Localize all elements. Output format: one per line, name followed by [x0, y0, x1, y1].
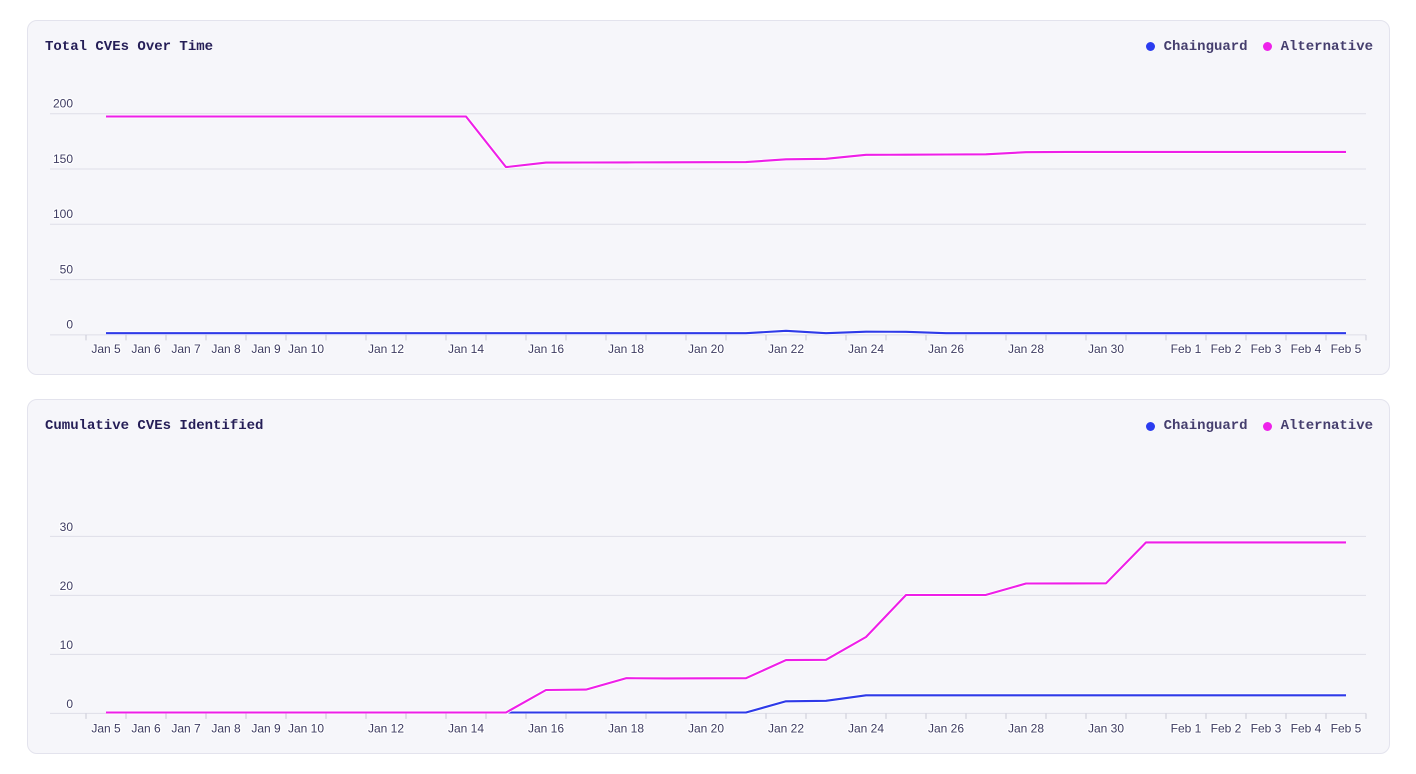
svg-text:100: 100: [53, 207, 73, 221]
svg-text:Jan 12: Jan 12: [368, 341, 404, 355]
svg-text:Jan 26: Jan 26: [928, 722, 964, 736]
svg-text:Feb 3: Feb 3: [1251, 722, 1282, 736]
svg-text:Jan 16: Jan 16: [528, 341, 564, 355]
svg-text:10: 10: [60, 638, 74, 652]
svg-text:Feb 4: Feb 4: [1291, 722, 1322, 736]
svg-text:Jan 8: Jan 8: [211, 722, 241, 736]
svg-text:Jan 28: Jan 28: [1008, 341, 1044, 355]
svg-text:150: 150: [53, 151, 73, 165]
svg-text:Jan 14: Jan 14: [448, 722, 484, 736]
svg-text:0: 0: [66, 317, 73, 331]
svg-text:Feb 1: Feb 1: [1171, 722, 1202, 736]
svg-text:Jan 6: Jan 6: [131, 341, 161, 355]
svg-text:50: 50: [60, 262, 74, 276]
svg-text:Jan 7: Jan 7: [171, 341, 201, 355]
svg-text:30: 30: [60, 520, 74, 534]
svg-text:Feb 5: Feb 5: [1331, 341, 1362, 355]
svg-text:Jan 10: Jan 10: [288, 722, 324, 736]
svg-text:Jan 9: Jan 9: [251, 341, 281, 355]
svg-text:Jan 24: Jan 24: [848, 341, 884, 355]
svg-text:Jan 30: Jan 30: [1088, 341, 1124, 355]
svg-text:Feb 2: Feb 2: [1211, 341, 1242, 355]
svg-text:Jan 5: Jan 5: [91, 722, 121, 736]
svg-text:Jan 8: Jan 8: [211, 341, 241, 355]
svg-text:Jan 7: Jan 7: [171, 722, 201, 736]
svg-text:20: 20: [60, 579, 74, 593]
svg-text:Jan 9: Jan 9: [251, 722, 281, 736]
svg-text:Jan 18: Jan 18: [608, 722, 644, 736]
svg-text:Feb 1: Feb 1: [1171, 341, 1202, 355]
svg-text:Jan 14: Jan 14: [448, 341, 484, 355]
svg-text:Feb 4: Feb 4: [1291, 341, 1322, 355]
svg-text:Jan 28: Jan 28: [1008, 722, 1044, 736]
svg-text:Feb 2: Feb 2: [1211, 722, 1242, 736]
svg-text:Feb 3: Feb 3: [1251, 341, 1282, 355]
svg-text:Jan 20: Jan 20: [688, 722, 724, 736]
svg-text:Jan 5: Jan 5: [91, 341, 121, 355]
svg-text:Jan 10: Jan 10: [288, 341, 324, 355]
svg-text:Jan 24: Jan 24: [848, 722, 884, 736]
svg-text:Jan 22: Jan 22: [768, 722, 804, 736]
svg-text:Jan 12: Jan 12: [368, 722, 404, 736]
svg-text:Jan 22: Jan 22: [768, 341, 804, 355]
svg-text:Jan 16: Jan 16: [528, 722, 564, 736]
svg-text:Feb 5: Feb 5: [1331, 722, 1362, 736]
svg-text:Jan 30: Jan 30: [1088, 722, 1124, 736]
svg-text:0: 0: [66, 697, 73, 711]
svg-text:Jan 6: Jan 6: [131, 722, 161, 736]
svg-text:Jan 18: Jan 18: [608, 341, 644, 355]
svg-text:200: 200: [53, 96, 73, 110]
svg-text:Jan 26: Jan 26: [928, 341, 964, 355]
svg-text:Jan 20: Jan 20: [688, 341, 724, 355]
